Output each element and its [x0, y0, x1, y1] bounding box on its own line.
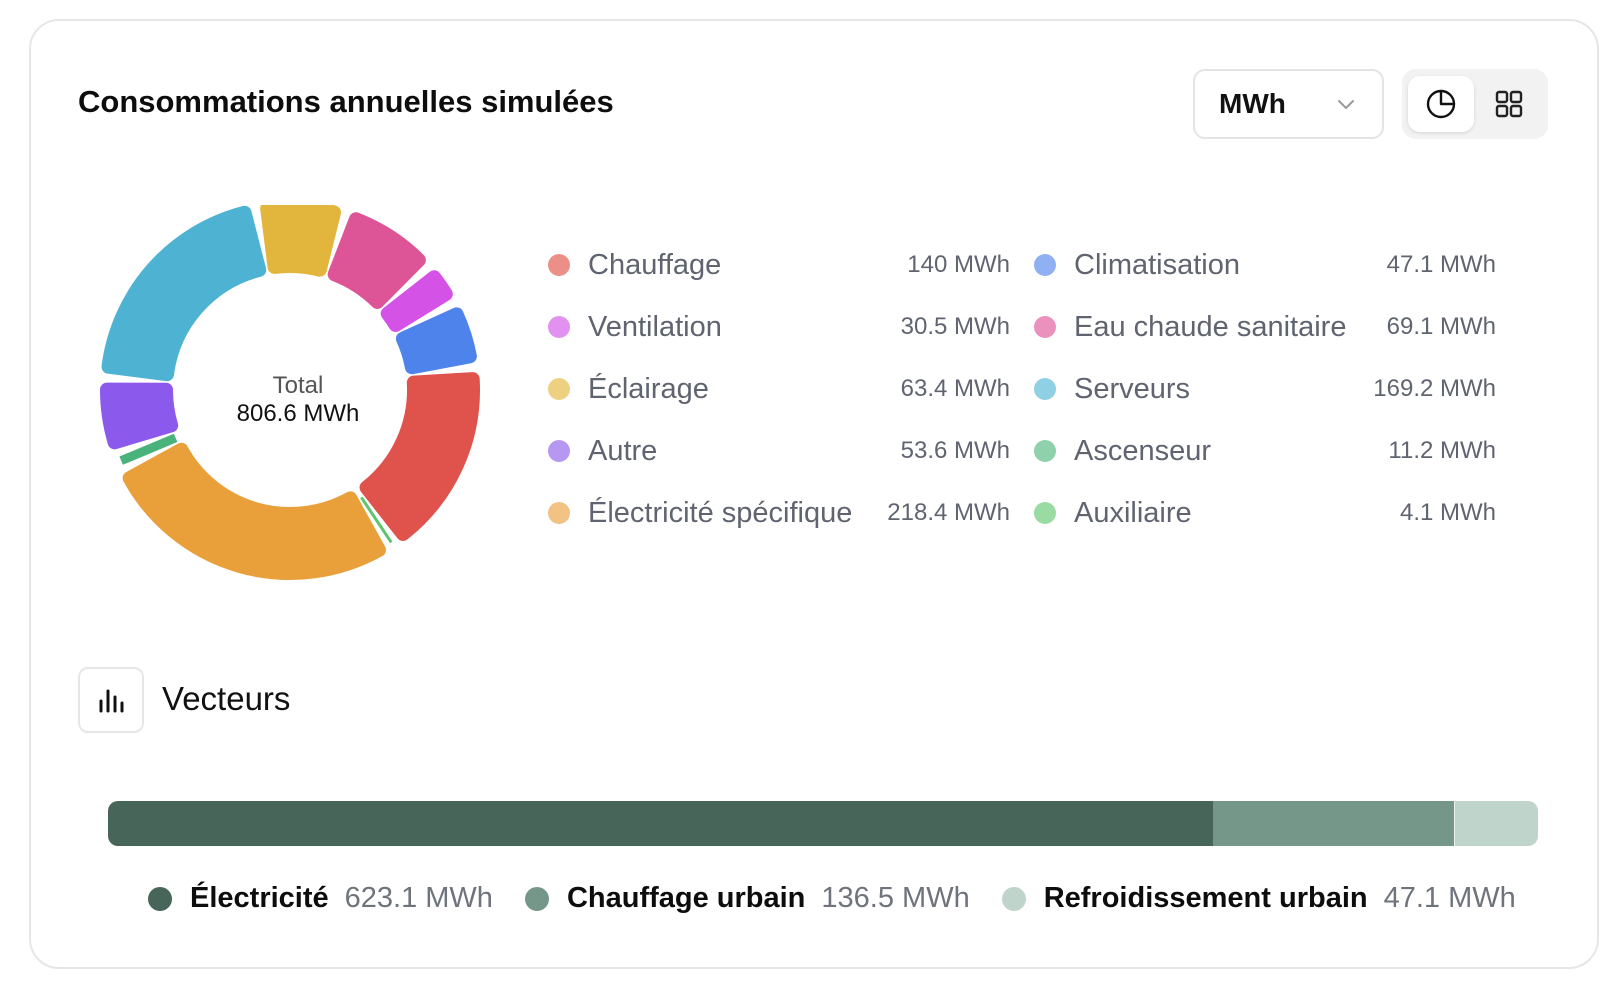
legend-label: Chauffage — [588, 248, 722, 281]
donut-slice-eclairage[interactable] — [260, 205, 342, 277]
legend-dot — [1034, 316, 1056, 338]
legend-value-ascenseur: 11.2 MWh — [1388, 437, 1496, 464]
donut-slice-climatisation[interactable] — [395, 307, 477, 375]
legend-dot — [548, 254, 570, 276]
legend-value-auxiliaire: 4.1 MWh — [1399, 499, 1496, 526]
legend-label: Eau chaude sanitaire — [1074, 310, 1347, 343]
legend-value: 47.1 MWh — [1383, 882, 1516, 914]
pie-chart-icon — [1426, 89, 1456, 119]
legend-label: Refroidissement urbain — [1043, 882, 1368, 914]
donut-slice-serveurs[interactable] — [101, 205, 267, 382]
donut-total-value: 806.6 MWh — [236, 400, 360, 427]
legend-value-electricite-specifique: 218.4 MWh — [887, 499, 1010, 526]
bar-segment-refroidissement-urbain[interactable] — [1454, 801, 1538, 846]
donut-slice-ventilation[interactable] — [380, 270, 453, 332]
legend-item-auxiliaire[interactable]: Auxiliaire — [1034, 493, 1192, 533]
legend-value-eau-chaude-sanitaire: 69.1 MWh — [1386, 313, 1496, 340]
legend-item-eau-chaude-sanitaire[interactable]: Eau chaude sanitaire — [1034, 307, 1346, 347]
vecteur-legend-item-electricite[interactable]: Électricité 623.1 MWh — [148, 882, 493, 915]
vecteur-legend-item-refroidissement-urbain[interactable]: Refroidissement urbain 47.1 MWh — [1001, 882, 1516, 915]
legend-item-climatisation[interactable]: Climatisation — [1034, 245, 1240, 285]
donut-slice-auxiliaire[interactable] — [360, 496, 393, 544]
grid-icon — [1495, 90, 1523, 118]
legend-value-autre: 53.6 MWh — [900, 437, 1010, 464]
legend-value-ventilation: 30.5 MWh — [900, 313, 1010, 340]
donut-chart — [100, 205, 480, 580]
unit-select-value: MWh — [1219, 88, 1286, 119]
legend-value-eclairage: 63.4 MWh — [900, 375, 1010, 402]
legend-item-serveurs[interactable]: Serveurs — [1034, 369, 1190, 409]
pie-view-button[interactable] — [1408, 76, 1474, 132]
legend-label: Éclairage — [588, 372, 709, 405]
legend-dot — [1001, 886, 1026, 911]
legend-item-ventilation[interactable]: Ventilation — [548, 307, 722, 347]
donut-slice-autre[interactable] — [100, 382, 179, 450]
chevron-down-icon — [1338, 100, 1354, 109]
unit-select[interactable]: MWh — [1193, 69, 1384, 139]
legend-dot — [1034, 502, 1056, 524]
legend-label: Auxiliaire — [1074, 496, 1192, 529]
legend-value-serveurs: 169.2 MWh — [1373, 375, 1496, 402]
donut-slice-eau-chaude-sanitaire[interactable] — [327, 212, 426, 309]
legend-dot — [148, 886, 172, 911]
legend-dot — [524, 886, 549, 911]
legend-label: Serveurs — [1074, 372, 1191, 405]
legend-value: 136.5 MWh — [821, 882, 970, 914]
donut-slice-ascenseur[interactable] — [119, 433, 178, 465]
legend-value-climatisation: 47.1 MWh — [1386, 251, 1496, 278]
legend-item-eclairage[interactable]: Éclairage — [548, 369, 709, 409]
legend-label: Ascenseur — [1074, 434, 1212, 467]
vecteurs-stacked-bar — [108, 801, 1538, 846]
vecteur-legend-item-chauffage-urbain[interactable]: Chauffage urbain 136.5 MWh — [524, 882, 970, 915]
legend-dot — [548, 316, 570, 338]
vecteurs-legend: Électricité 623.1 MWh Chauffage urbain 136.… — [148, 882, 1548, 915]
bar-segment-electricite[interactable] — [108, 801, 1213, 846]
grid-view-button[interactable] — [1476, 76, 1542, 132]
legend-label: Autre — [588, 434, 658, 467]
legend-label: Chauffage urbain — [566, 882, 806, 914]
legend-label: Électricité spécifique — [588, 496, 853, 529]
card-title: Consommations annuelles simulées — [78, 84, 614, 119]
legend-item-autre[interactable]: Autre — [548, 431, 657, 471]
donut-slice-electricite-specifique[interactable] — [122, 442, 386, 580]
legend-item-electricite-specifique[interactable]: Électricité spécifique — [548, 493, 852, 533]
legend-item-chauffage[interactable]: Chauffage — [548, 245, 721, 285]
legend-dot — [548, 502, 570, 524]
legend-dot — [1034, 378, 1056, 400]
legend-label: Électricité — [190, 882, 329, 914]
bar-chart-icon — [78, 667, 144, 733]
view-toggle — [1402, 69, 1548, 139]
legend-value: 623.1 MWh — [344, 882, 493, 914]
legend-dot — [1034, 440, 1056, 462]
bar-segment-chauffage-urbain[interactable] — [1212, 801, 1455, 846]
legend-dot — [548, 440, 570, 462]
legend-dot — [548, 378, 570, 400]
donut-slice-chauffage[interactable] — [359, 372, 480, 541]
legend-label: Climatisation — [1074, 248, 1240, 281]
vecteurs-title: Vecteurs — [162, 680, 291, 717]
legend-value-chauffage: 140 MWh — [907, 251, 1010, 278]
donut-total-label: Total — [272, 372, 324, 399]
legend-item-ascenseur[interactable]: Ascenseur — [1034, 431, 1211, 471]
legend-dot — [1034, 254, 1056, 276]
legend-label: Ventilation — [588, 310, 722, 343]
